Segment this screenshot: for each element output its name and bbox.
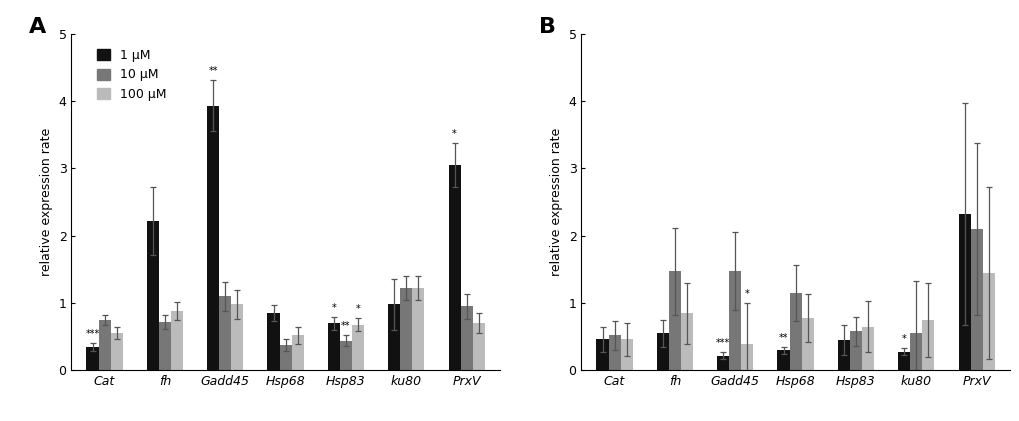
Bar	[99, 320, 110, 370]
Text: *: *	[901, 334, 906, 344]
Bar	[981, 273, 994, 370]
Text: A: A	[29, 17, 46, 37]
Text: **: **	[208, 66, 218, 76]
Bar	[352, 325, 364, 370]
Bar	[399, 288, 412, 370]
Y-axis label: relative expression rate: relative expression rate	[549, 128, 562, 276]
Bar	[231, 304, 244, 370]
Text: *: *	[331, 303, 336, 312]
Bar	[620, 339, 632, 370]
Text: B: B	[538, 17, 555, 37]
Bar	[596, 339, 608, 370]
Bar	[388, 304, 399, 370]
Bar	[461, 306, 472, 370]
Bar	[207, 106, 219, 370]
Bar	[801, 318, 813, 370]
Bar	[741, 344, 753, 370]
Bar	[716, 356, 729, 370]
Bar	[412, 288, 424, 370]
Bar	[729, 271, 741, 370]
Text: ***: ***	[86, 329, 100, 339]
Bar	[608, 336, 620, 370]
Bar	[898, 352, 909, 370]
Bar	[448, 165, 461, 370]
Bar	[849, 331, 861, 370]
Bar	[147, 221, 159, 370]
Bar	[970, 229, 981, 370]
Bar	[921, 320, 933, 370]
Bar	[279, 345, 291, 370]
Y-axis label: relative expression rate: relative expression rate	[40, 128, 53, 276]
Bar	[837, 340, 849, 370]
Text: **: **	[340, 321, 351, 331]
Text: *: *	[356, 304, 360, 314]
Bar	[472, 323, 484, 370]
Legend: 1 μM, 10 μM, 100 μM: 1 μM, 10 μM, 100 μM	[95, 47, 168, 103]
Bar	[327, 323, 339, 370]
Bar	[681, 313, 692, 370]
Bar	[668, 272, 681, 370]
Bar	[291, 336, 304, 370]
Bar	[339, 341, 352, 370]
Bar	[219, 296, 231, 370]
Text: *: *	[451, 129, 457, 139]
Bar	[159, 322, 171, 370]
Bar	[776, 350, 789, 370]
Bar	[656, 333, 668, 370]
Text: *: *	[744, 289, 749, 299]
Bar	[110, 333, 122, 370]
Bar	[789, 293, 801, 370]
Bar	[171, 311, 182, 370]
Bar	[958, 214, 970, 370]
Bar	[87, 347, 99, 370]
Bar	[861, 327, 873, 370]
Bar	[267, 313, 279, 370]
Bar	[909, 333, 921, 370]
Text: **: **	[779, 333, 788, 343]
Text: ***: ***	[715, 338, 730, 348]
